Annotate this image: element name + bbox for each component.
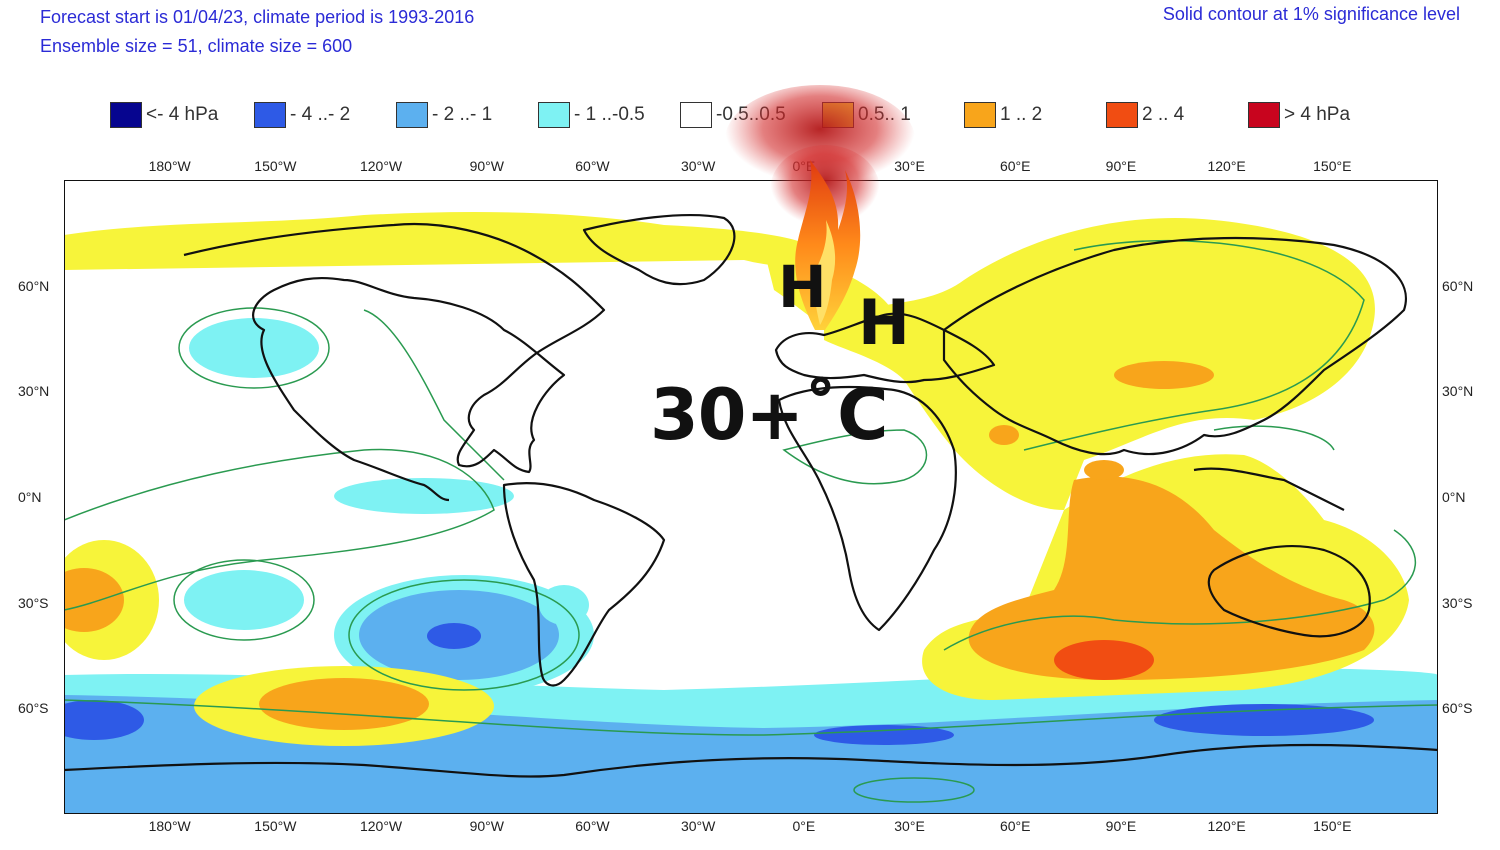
legend-label: - 1 ..-0.5 xyxy=(574,104,645,125)
legend-label: - 2 ..- 1 xyxy=(432,104,493,125)
africa-coast xyxy=(777,385,957,632)
pacific-negative-anomalies xyxy=(184,318,594,695)
longitude-tick-label: 90°W xyxy=(469,818,504,834)
legend-label: > 4 hPa xyxy=(1284,104,1351,125)
forecast-info-line2: Ensemble size = 51, climate size = 600 xyxy=(40,36,353,56)
legend-swatch xyxy=(110,102,142,128)
coastlines xyxy=(64,213,1438,778)
longitude-tick-label: 30°W xyxy=(680,818,716,834)
legend-item: 2 .. 4 xyxy=(1106,101,1184,129)
longitude-tick-label: 120°W xyxy=(359,818,403,834)
legend-swatch xyxy=(1106,102,1138,128)
legend-swatch xyxy=(254,102,286,128)
longitude-tick-label: 180°W xyxy=(148,818,191,834)
latitude-tick-label: 30°S xyxy=(1442,594,1473,611)
latitude-tick-label: 60°S xyxy=(1442,700,1473,717)
legend-swatch xyxy=(1248,102,1280,128)
longitude-tick-label: 150°W xyxy=(254,818,297,834)
fire-icon xyxy=(725,85,915,330)
legend-swatch xyxy=(396,102,428,128)
longitude-tick-label: 60°E xyxy=(999,818,1031,834)
high-pressure-label-2: H xyxy=(858,286,910,359)
australia-coast xyxy=(1207,544,1371,638)
longitude-tick-label: 0°E xyxy=(792,818,816,834)
latitude-tick-label: 0°N xyxy=(1442,489,1466,505)
longitude-tick-label: 60°W xyxy=(575,818,610,834)
antarctica-coast xyxy=(64,743,1438,778)
europe-coast xyxy=(774,312,996,384)
longitude-tick-label: 90°W xyxy=(469,158,504,174)
longitude-tick-label: 60°W xyxy=(575,158,610,174)
legend-item: <- 4 hPa xyxy=(110,101,218,129)
latitude-tick-label: 0°N xyxy=(18,489,42,505)
legend-swatch xyxy=(680,102,712,128)
temperature-label: 30+˚C xyxy=(650,374,888,456)
greenland-coast xyxy=(582,213,736,286)
longitude-tick-label: 120°W xyxy=(359,158,403,174)
longitude-tick-label: 150°E xyxy=(1313,158,1352,174)
legend-label: <- 4 hPa xyxy=(146,104,219,125)
latitude-tick-label: 30°N xyxy=(18,383,50,400)
legend-item: > 4 hPa xyxy=(1248,101,1350,129)
longitude-tick-label: 150°E xyxy=(1313,818,1352,834)
legend-item: 1 .. 2 xyxy=(964,101,1042,129)
north-america-coast xyxy=(183,222,606,502)
longitude-tick-label: 90°E xyxy=(1105,818,1137,834)
legend-item: - 2 ..- 1 xyxy=(396,101,492,129)
longitude-tick-label: 60°E xyxy=(999,158,1031,174)
longitude-tick-label: 180°W xyxy=(148,158,191,174)
latitude-tick-label: 60°S xyxy=(18,700,49,717)
legend-label: 1 .. 2 xyxy=(1000,104,1043,125)
latitude-tick-label: 30°S xyxy=(18,594,49,611)
latitude-tick-label: 30°N xyxy=(1442,383,1474,400)
south-america-coast xyxy=(502,482,666,687)
high-pressure-label-1: H xyxy=(778,253,827,321)
significance-note: Solid contour at 1% significance level xyxy=(1162,4,1460,24)
indonesia-coast xyxy=(1193,467,1345,511)
longitude-tick-label: 90°E xyxy=(1105,158,1137,174)
longitude-tick-label: 120°E xyxy=(1207,818,1246,834)
latitude-tick-label: 60°N xyxy=(1442,277,1474,294)
longitude-tick-label: 150°W xyxy=(254,158,297,174)
longitude-tick-label: 30°W xyxy=(680,158,716,174)
longitude-tick-label: 120°E xyxy=(1207,158,1246,174)
anomaly-map xyxy=(64,180,1438,814)
forecast-info-line1: Forecast start is 01/04/23, climate peri… xyxy=(40,7,475,27)
legend-swatch xyxy=(964,102,996,128)
legend-item: - 1 ..-0.5 xyxy=(538,101,645,129)
legend-label: 2 .. 4 xyxy=(1142,104,1185,125)
legend-item: - 4 ..- 2 xyxy=(254,101,350,129)
latitude-tick-label: 60°N xyxy=(18,277,50,294)
legend-label: - 4 ..- 2 xyxy=(290,104,351,125)
legend-swatch xyxy=(538,102,570,128)
asia-coast xyxy=(942,236,1407,456)
longitude-tick-label: 30°E xyxy=(894,818,925,834)
